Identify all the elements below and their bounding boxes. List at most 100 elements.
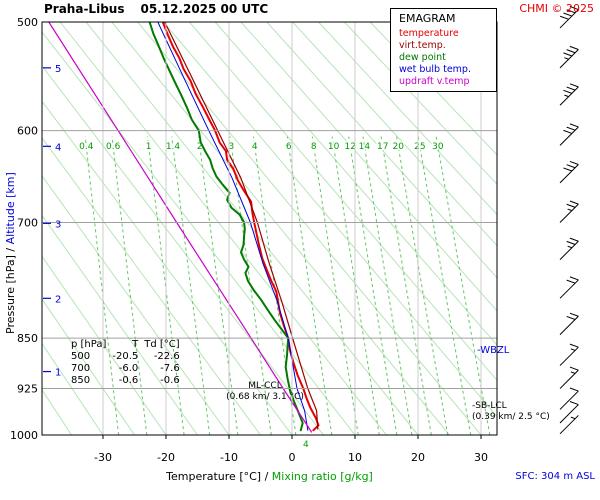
mixing-ratio-line [198,136,239,435]
cell-p-500: 500 [71,350,91,362]
wind-barb-feather [569,200,579,205]
altitude-tick-label: 5 [55,64,61,75]
wind-barb-staff [559,415,579,435]
wind-barb-staff [559,390,579,410]
mixing-ratio-line [252,136,297,435]
wind-barb-feather [569,366,579,371]
mixing-ratio-line [311,136,359,435]
pressure-tick-label: 700 [17,216,38,229]
wind-barb-half-feather [567,208,573,212]
sb-lcl-annotation: -SB-LCL (0.39 km/ 2.5 °C) [472,401,550,422]
dry-adiabat-line [42,137,261,435]
copyright-label: CHMI © 2025 [519,2,594,15]
mixing-ratio-line [380,136,432,435]
cell-t-700: -6.0 [118,362,139,374]
wind-barb-feather [566,203,576,208]
temp-tick-label: -10 [220,451,238,464]
wind-barb-feather [563,167,573,172]
wind-barb-feather [566,86,576,91]
mixing-ratio-value-label: 20 [392,142,404,152]
pressure-tick-label: 850 [17,332,38,345]
wind-barb-feather [559,15,569,20]
wind-barb-staff [559,240,579,260]
mixing-ratio-value-label: 0.4 [79,142,94,152]
table-header-row: p [hPa] T Td [°C] [68,338,183,350]
pressure-tick-label: 925 [17,383,38,396]
dry-adiabat-line [42,298,135,435]
temp-tick-label: -30 [94,451,112,464]
mixing-ratio-value-label: 8 [311,142,317,152]
wind-barb-feather [566,9,576,14]
wind-barb-feather [569,276,579,281]
cell-td-850: -0.6 [160,374,180,386]
wind-barb-staff [559,9,579,29]
legend-title: EMAGRAM [399,12,456,25]
wind-barb-staff [559,164,579,184]
updraft-v-temp-trace [48,22,313,433]
mixing-ratio-line [362,136,413,435]
legend-item-virt-temp: virt.temp. [399,40,446,51]
dry-adiabat-line [318,22,497,216]
station-name: Praha-Libus [44,2,125,16]
mixing-ratio-value-label: 3 [229,142,235,152]
wind-barb-feather [566,126,576,131]
wind-barb-half-feather [570,348,576,351]
dry-adiabat-line [163,22,497,418]
legend-item-dew-point: dew point [399,52,446,63]
pressure-tick-label: 500 [17,16,38,29]
wind-barb-feather [566,240,576,245]
surface-mixing-ratio-label: 4 [303,440,309,450]
axis-label-separator: / [4,244,17,256]
wind-barb-half-feather [570,416,576,420]
wind-barb-feather [569,237,579,242]
wind-barb-staff [559,49,579,69]
cell-td-700: -7.6 [160,362,180,374]
dry-adiabat-line [42,214,198,435]
dew-point-trace [148,22,304,432]
dry-adiabat-line [240,22,497,312]
temp-tick-label: 0 [289,451,296,464]
mixing-ratio-line [111,136,148,435]
wind-barb-feather [563,12,573,17]
wind-barb-feather [563,89,573,94]
temp-tick-label: 30 [474,451,488,464]
sb-lcl-detail: (0.39 km/ 2.5 °C) [472,411,550,422]
cell-p-850: 850 [71,374,91,386]
dry-adiabat-line [42,342,104,435]
dry-adiabat-line [111,22,450,435]
wind-barb-staff [559,404,579,424]
wind-barb-feather [569,312,579,317]
dry-adiabat-line [214,22,497,346]
axis-label-separator: / [261,470,272,483]
mixing-ratio-value-label: 30 [432,142,444,152]
temp-tick-label: 20 [411,451,425,464]
table-header-temp: T [132,338,139,350]
wind-barb-half-feather [564,57,569,60]
wind-barb-feather [569,5,579,11]
mixing-ratio-axis-label: Mixing ratio [g/kg] [271,470,373,483]
mixing-ratio-value-label: 12 [344,142,355,152]
wind-barb-feather [563,52,573,57]
legend-item-temperature: temperature [399,28,459,39]
wind-barb-feather [566,315,576,320]
wind-barb-staff [559,203,579,223]
altitude-axis-label: Altitude [km] [4,172,17,245]
mixing-ratio-line [147,136,185,435]
wind-barbs [559,5,579,435]
mixing-ratio-value-label: 2 [197,142,203,152]
cell-t-500: -20.5 [112,350,139,362]
legend-item-wet-bulb: wet bulb temp. [399,64,471,75]
wbzl-annotation: -WBZL [477,345,510,356]
wind-barb-staff [559,315,579,336]
mixing-ratio-value-label: 17 [377,142,388,152]
wind-barb-feather [563,129,573,134]
temperature-trace [161,22,320,432]
pressure-tick-label: 1000 [10,429,38,442]
mixing-ratio-value-label: 6 [286,142,292,152]
plot-border [41,21,498,436]
dry-adiabat-line [42,255,167,435]
sb-lcl-label: -SB-LCL [472,401,507,411]
pressure-tick-label: 600 [17,125,38,138]
wind-barb-feather [566,49,576,54]
legend-item-updraft: updraft v.temp [399,76,470,87]
